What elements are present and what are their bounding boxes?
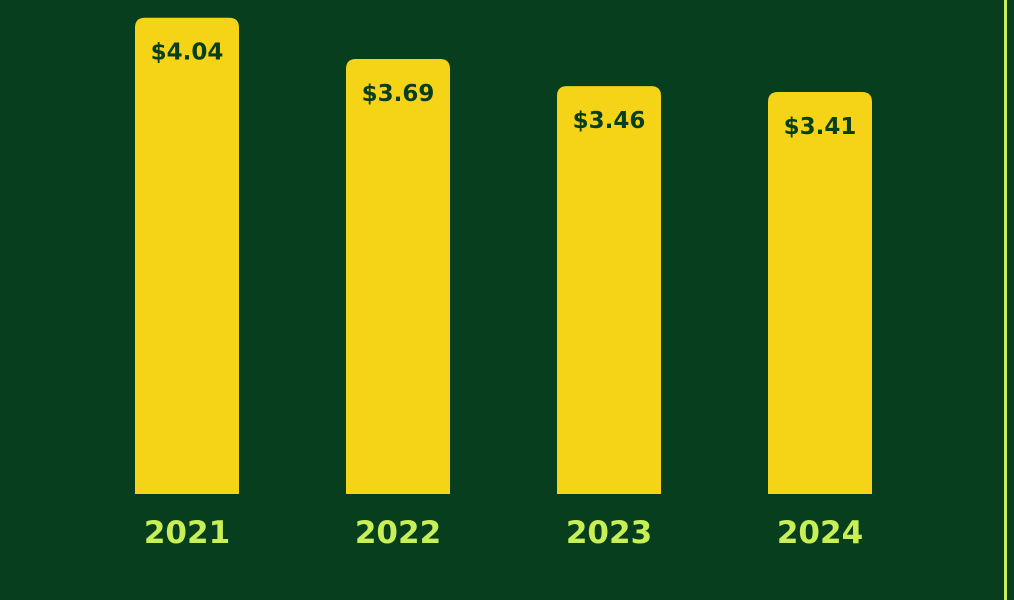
bar-2022 [346,59,450,494]
x-tick-label-2021: 2021 [144,515,230,551]
bar-2023 [557,86,661,494]
data-label-2024: $3.41 [784,114,857,140]
bar-2021 [135,17,239,494]
x-tick-label-2022: 2022 [355,515,441,551]
data-label-2023: $3.46 [573,108,646,134]
bar-2024 [768,92,872,495]
data-label-2022: $3.69 [362,81,435,107]
data-label-2021: $4.04 [151,40,224,66]
x-tick-label-2024: 2024 [777,515,863,551]
frame-border [1004,0,1007,600]
x-tick-label-2023: 2023 [566,515,652,551]
